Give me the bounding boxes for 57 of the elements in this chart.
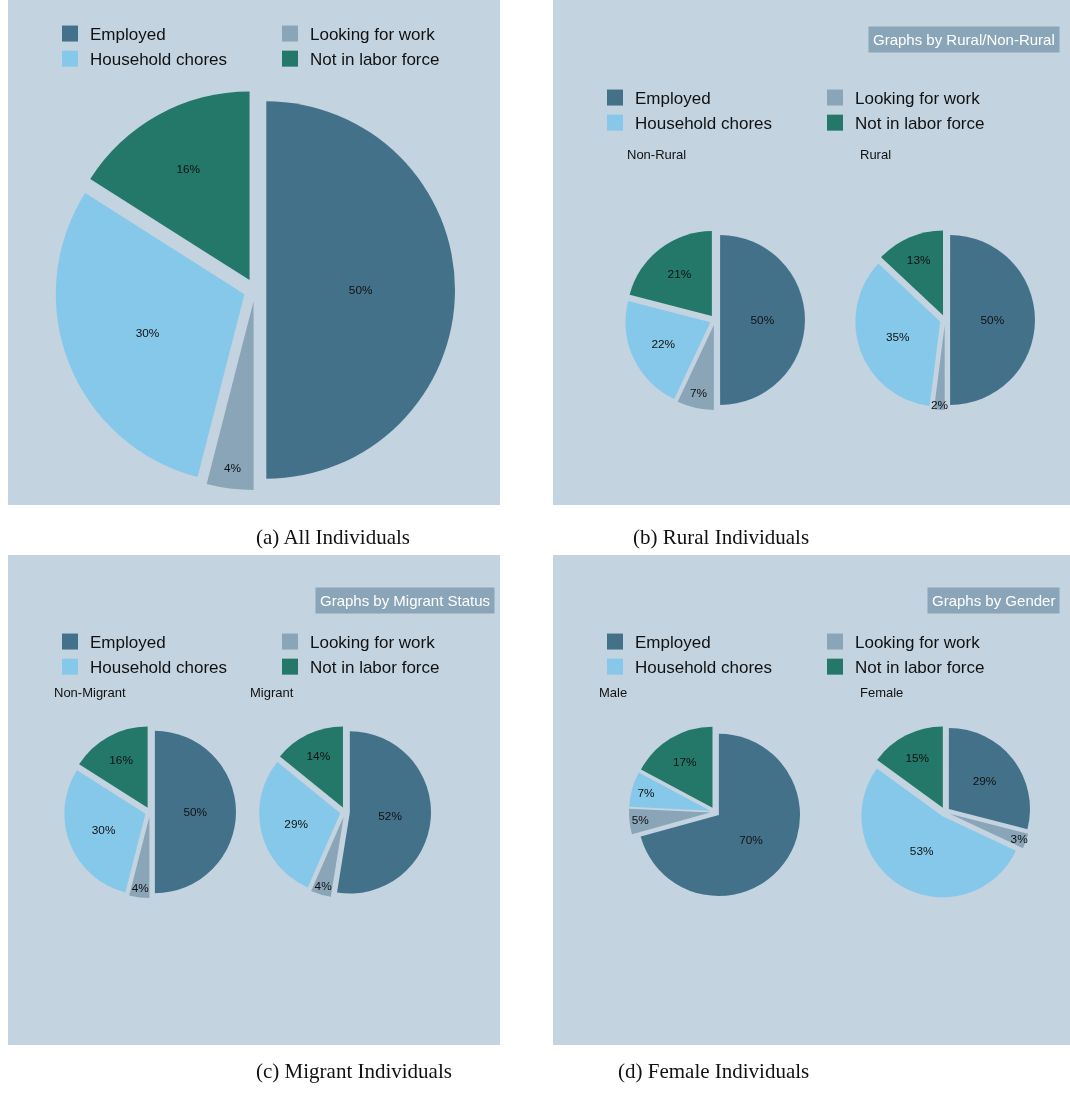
data-label: 50%	[183, 805, 208, 820]
text: (b) Rural Individuals	[633, 525, 810, 549]
data-label: 29%	[284, 816, 309, 831]
data-label: 29%	[972, 774, 997, 789]
data-label: 17%	[672, 754, 698, 769]
slice-label: Female	[860, 685, 904, 700]
data-label: 35%	[885, 330, 911, 345]
data-label: 50%	[980, 313, 1005, 328]
legend-label: Looking for work	[855, 89, 981, 109]
data-label: 7%	[689, 386, 708, 401]
data-label: 21%	[667, 267, 692, 282]
data-label: 7%	[637, 786, 656, 801]
text: (a) All Individuals	[256, 525, 410, 549]
data-label: 13%	[906, 252, 931, 267]
slice-label: Non-Rural	[627, 147, 687, 162]
data-label: 30%	[91, 823, 116, 838]
legend-label: Not in labor force	[310, 50, 440, 70]
text: Graphs by Migrant Status	[320, 592, 491, 609]
legend-label: Household chores	[90, 658, 228, 678]
text: Graphs by Gender	[932, 592, 1056, 609]
slice-label: Non-Migrant	[54, 685, 126, 700]
legend-label: Household chores	[635, 114, 773, 134]
data-label: 3%	[1010, 831, 1029, 846]
legend-label: Employed	[635, 633, 711, 653]
data-label: 16%	[109, 752, 134, 767]
legend-label: Employed	[90, 633, 166, 653]
data-label: 5%	[631, 813, 650, 828]
legend-label: Looking for work	[855, 633, 981, 653]
data-label: 30%	[135, 325, 160, 340]
data-label: 53%	[909, 844, 934, 859]
text: (d) Female Individuals	[618, 1059, 810, 1083]
data-label: 52%	[378, 808, 403, 823]
data-label: 4%	[131, 881, 150, 896]
data-label: 70%	[739, 832, 764, 847]
legend-label: Employed	[90, 25, 166, 45]
text: Graphs by Rural/Non-Rural	[873, 31, 1055, 48]
text: (c) Migrant Individuals	[256, 1059, 452, 1083]
legend-label: Household chores	[635, 658, 773, 678]
slice-label: Rural	[860, 147, 892, 162]
legend-label: Not in labor force	[310, 658, 440, 678]
legend-label: Not in labor force	[855, 114, 985, 134]
legend-label: Not in labor force	[855, 658, 985, 678]
data-label: 16%	[176, 161, 201, 176]
slice-label: Migrant	[250, 685, 294, 700]
data-label: 4%	[314, 878, 333, 893]
legend-label: Employed	[635, 89, 711, 109]
slice-label: Male	[599, 685, 628, 700]
data-label: 22%	[651, 337, 676, 352]
data-label: 15%	[905, 751, 930, 766]
data-label: 14%	[306, 749, 331, 764]
data-label: 50%	[348, 283, 373, 298]
data-label: 2%	[930, 397, 949, 412]
data-label: 50%	[750, 313, 775, 328]
legend-label: Looking for work	[310, 25, 436, 45]
data-label: 4%	[224, 460, 242, 475]
legend-label: Household chores	[90, 50, 228, 70]
legend-label: Looking for work	[310, 633, 436, 653]
